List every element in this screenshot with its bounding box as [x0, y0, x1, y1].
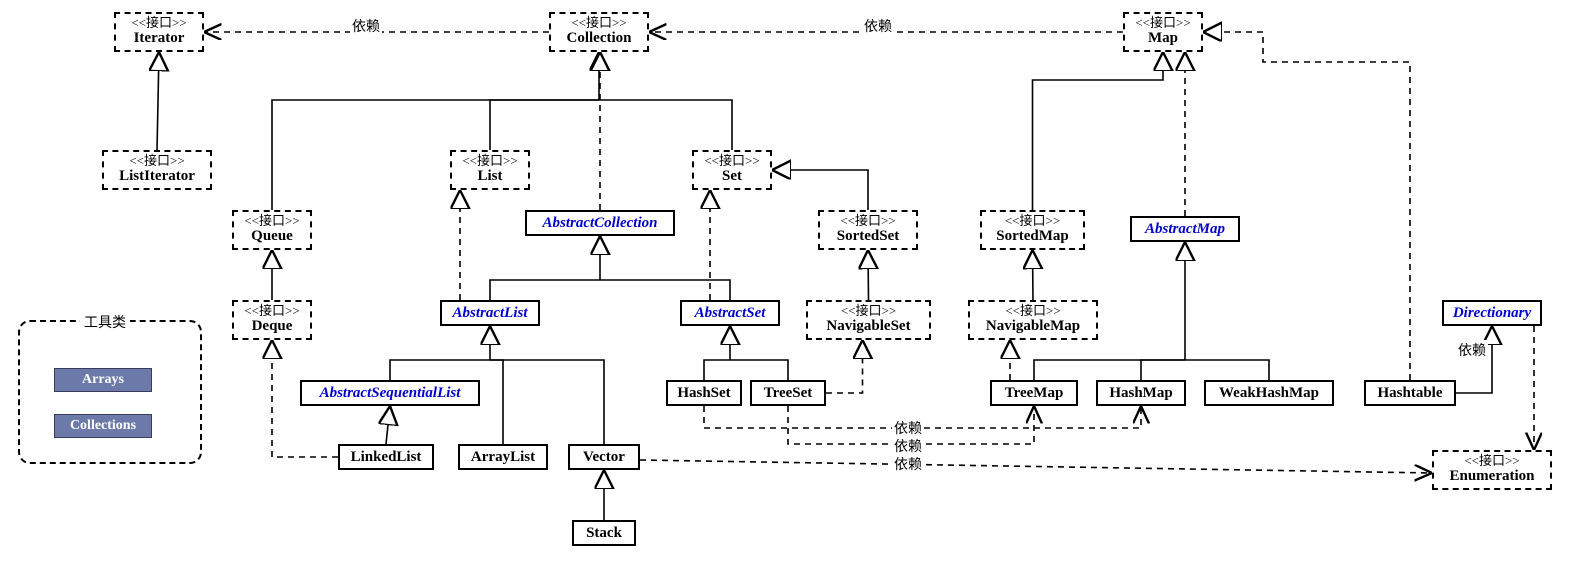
node-HashSet: HashSet: [666, 380, 742, 406]
node-List: <<接口>>List: [450, 150, 530, 190]
node-Map: <<接口>>Map: [1123, 12, 1203, 52]
node-NavigableSet: <<接口>>NavigableSet: [806, 300, 931, 340]
node-AbstractSequentialList: AbstractSequentialList: [300, 380, 480, 406]
node-Collection: <<接口>>Collection: [549, 12, 649, 52]
node-Deque: <<接口>>Deque: [232, 300, 312, 340]
node-AbstractList: AbstractList: [440, 300, 540, 326]
edges-layer: [0, 0, 1576, 586]
util-title: 工具类: [80, 312, 130, 332]
node-Queue: <<接口>>Queue: [232, 210, 312, 250]
node-AbstractSet: AbstractSet: [680, 300, 780, 326]
dep-label-vec-enum: 依赖: [892, 454, 924, 474]
node-HashMap: HashMap: [1096, 380, 1186, 406]
node-AbstractMap: AbstractMap: [1130, 216, 1240, 242]
dep-label-map-col: 依赖: [862, 16, 894, 36]
util-collections: Collections: [54, 414, 152, 438]
util-arrays: Arrays: [54, 368, 152, 392]
node-Directionary: Directionary: [1442, 300, 1542, 326]
node-ListIterator: <<接口>>ListIterator: [102, 150, 212, 190]
node-LinkedList: LinkedList: [338, 444, 434, 470]
util-box: [18, 320, 202, 464]
dep-label-ts-tm: 依赖: [892, 436, 924, 456]
dep-label-col-iter: 依赖: [350, 16, 382, 36]
node-WeakHashMap: WeakHashMap: [1204, 380, 1334, 406]
node-TreeMap: TreeMap: [990, 380, 1078, 406]
node-Set: <<接口>>Set: [692, 150, 772, 190]
node-Vector: Vector: [568, 444, 640, 470]
node-Enumeration: <<接口>>Enumeration: [1432, 450, 1552, 490]
node-Hashtable: Hashtable: [1364, 380, 1456, 406]
node-ArrayList: ArrayList: [458, 444, 548, 470]
node-NavigableMap: <<接口>>NavigableMap: [968, 300, 1098, 340]
dep-label-dir-enum: 依赖: [1456, 340, 1488, 360]
dep-label-hs-hm: 依赖: [892, 418, 924, 438]
node-SortedMap: <<接口>>SortedMap: [980, 210, 1085, 250]
diagram-canvas: 工具类 Arrays Collections 依赖 依赖 依赖 依赖 依赖 依赖…: [0, 0, 1576, 586]
node-AbstractCollection: AbstractCollection: [525, 210, 675, 236]
node-SortedSet: <<接口>>SortedSet: [818, 210, 918, 250]
node-TreeSet: TreeSet: [750, 380, 826, 406]
node-Stack: Stack: [572, 520, 636, 546]
node-Iterator: <<接口>>Iterator: [114, 12, 204, 52]
